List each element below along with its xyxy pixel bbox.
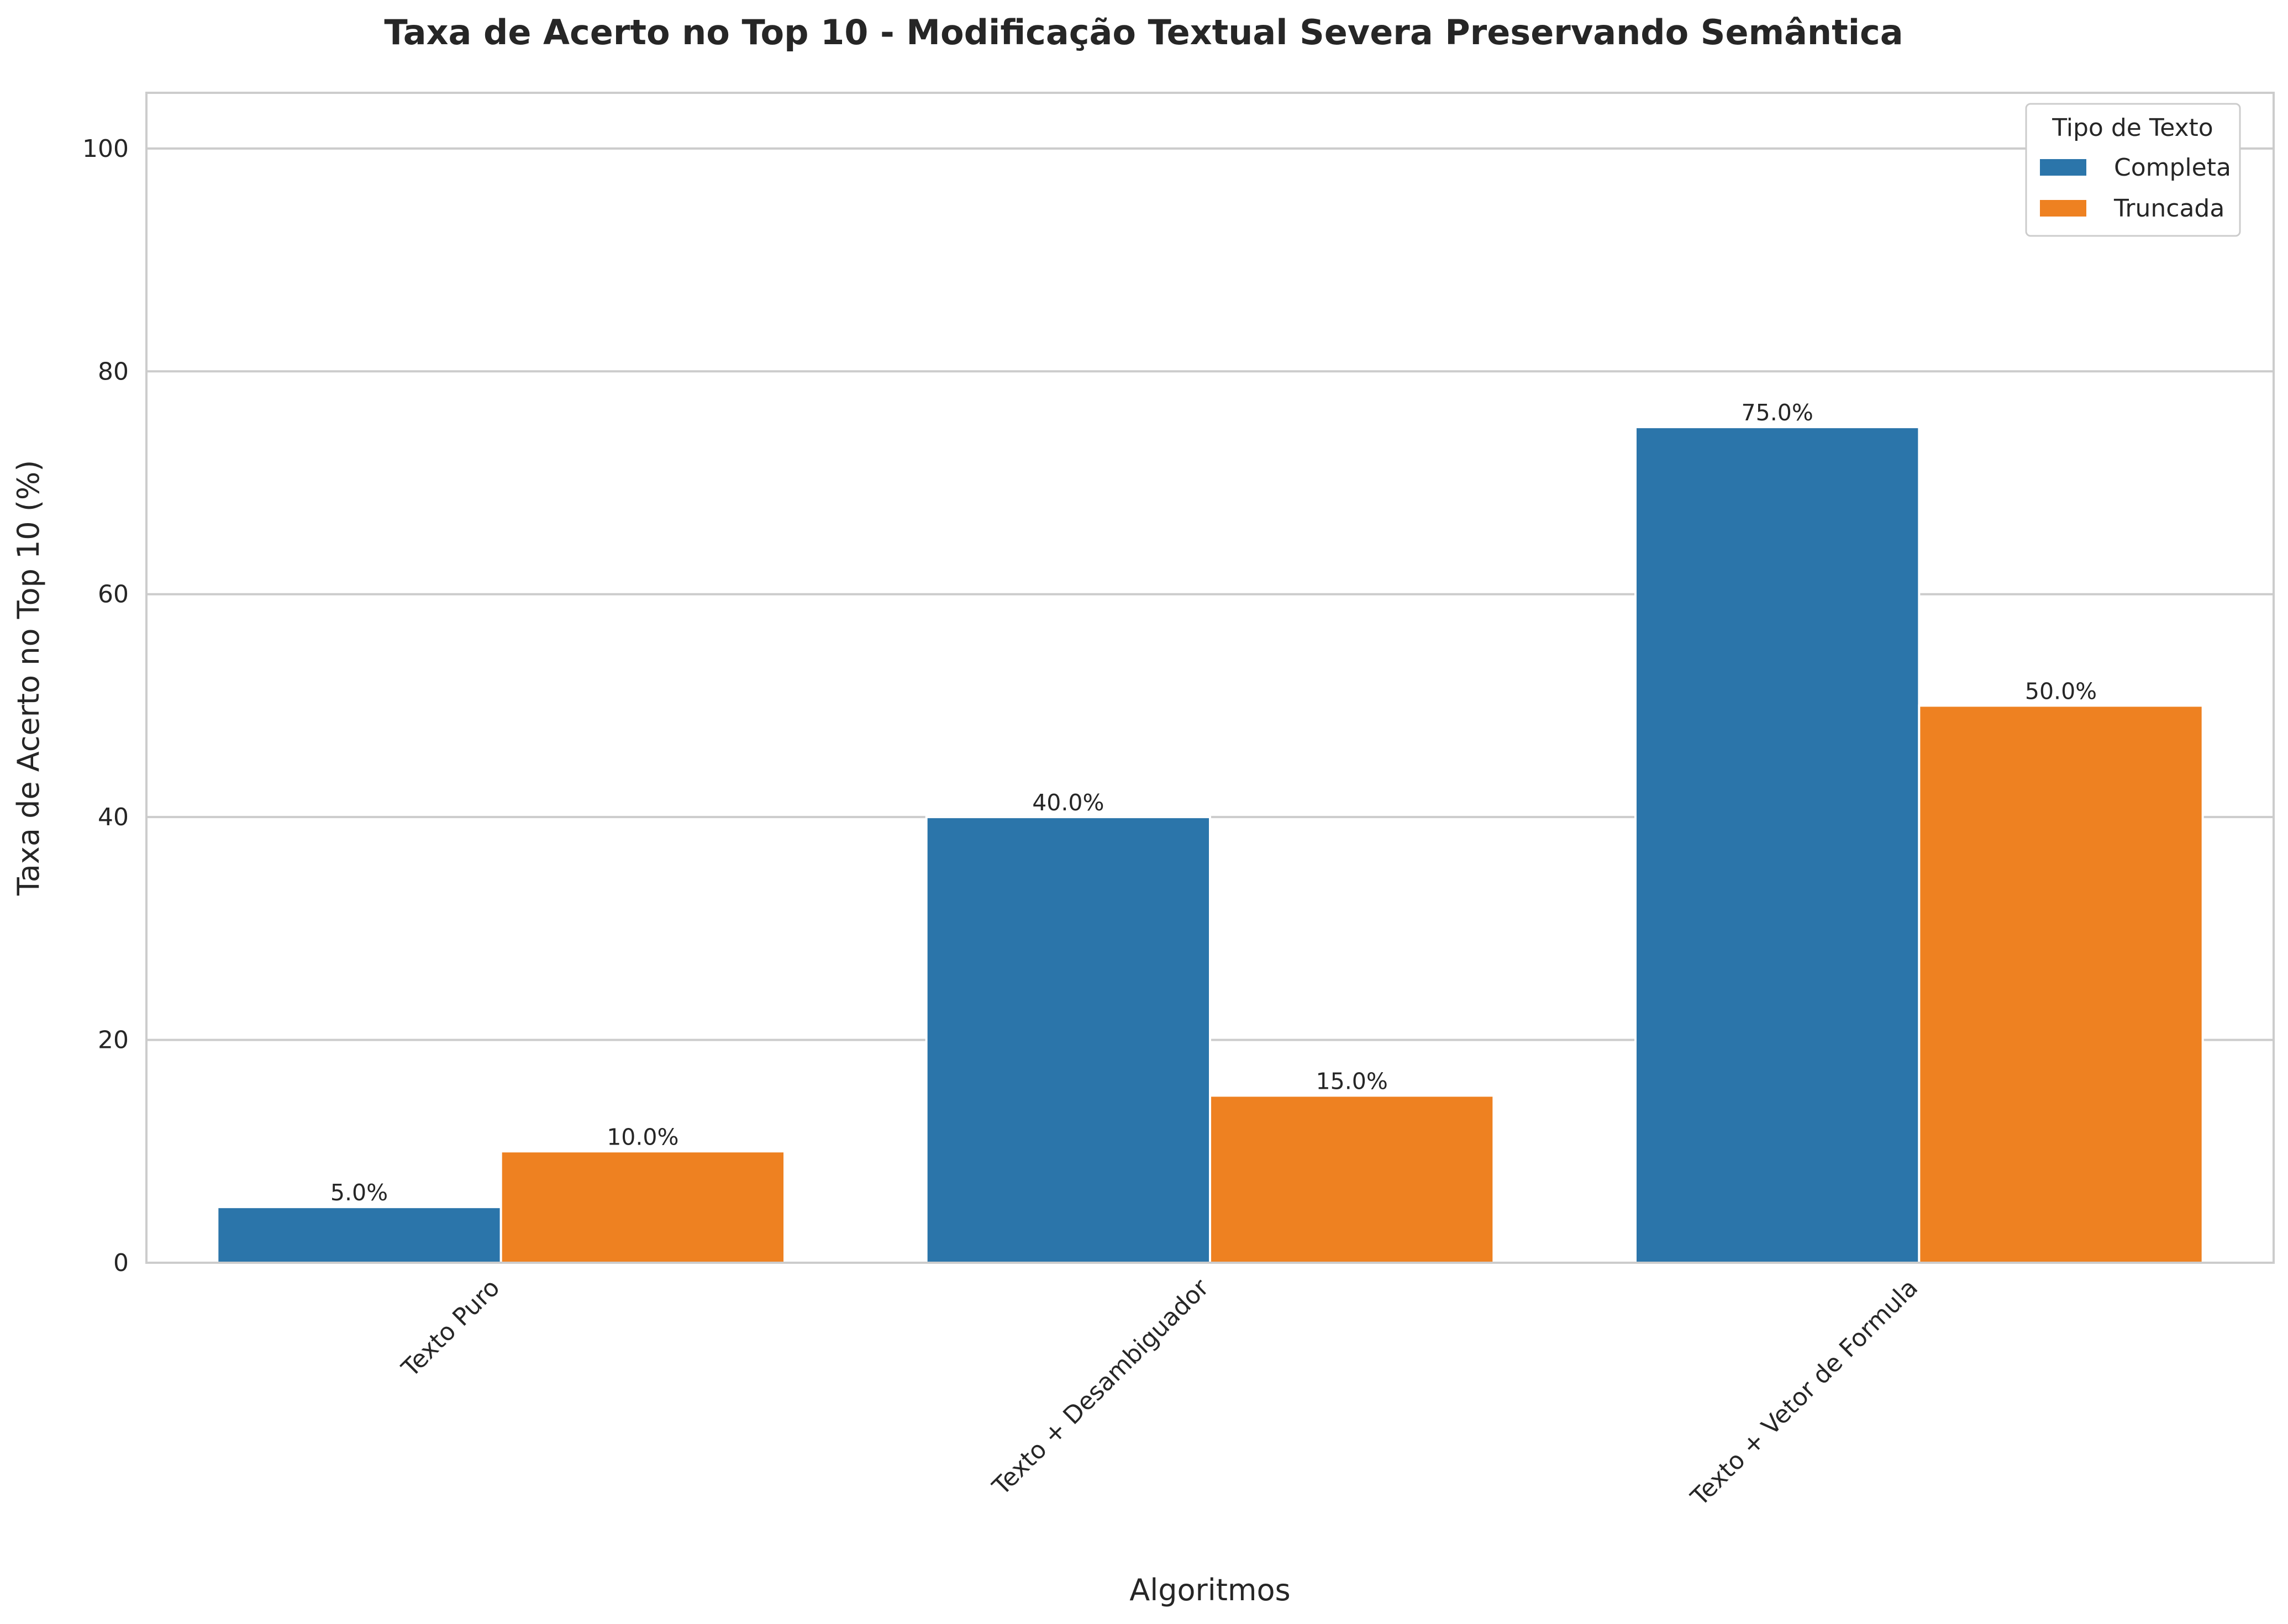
bar-value-label-truncada-texto-puro: 10.0%: [607, 1124, 678, 1150]
bar-truncada-texto-puro: [499, 1150, 786, 1264]
y-tick-100: 100: [82, 135, 129, 163]
y-axis-label: Taxa de Acerto no Top 10 (%): [11, 460, 46, 897]
bar-completa-texto-puro: [216, 1206, 502, 1264]
legend-label-completa: Completa: [2114, 154, 2231, 182]
legend-label-truncada: Truncada: [2113, 194, 2224, 223]
bar-completa-texto-vetor-de-formula: [1634, 426, 1921, 1264]
bar-truncada-texto-vetor-de-formula: [1918, 704, 2204, 1264]
bar-labels: 5.0% 40.0% 75.0% 10.0% 15.0% 50.0%: [330, 399, 2097, 1206]
plot-frame: [145, 92, 2275, 1264]
bar-completa-texto-desambiguador: [925, 816, 1211, 1264]
bar-value-label-truncada-texto-vetor-de-formula: 50.0%: [2025, 678, 2097, 704]
y-tick-60: 60: [98, 581, 129, 609]
bar-value-label-completa-texto-vetor-de-formula: 75.0%: [1742, 399, 1813, 426]
bars: [216, 426, 2204, 1264]
y-axis-ticks: 0 20 40 60 80 100: [82, 135, 129, 1277]
legend-swatch-completa: [2040, 159, 2086, 176]
bar-truncada-texto-desambiguador: [1209, 1094, 1495, 1264]
bar-value-label-completa-texto-puro: 5.0%: [330, 1179, 388, 1206]
bar-value-label-truncada-texto-desambiguador: 15.0%: [1316, 1068, 1388, 1094]
y-tick-40: 40: [98, 803, 129, 831]
x-axis-label: Algoritmos: [1129, 1573, 1290, 1607]
bar-value-label-completa-texto-desambiguador: 40.0%: [1032, 789, 1104, 816]
chart-title: Taxa de Acerto no Top 10 - Modificação T…: [384, 12, 1903, 52]
y-tick-0: 0: [113, 1249, 129, 1277]
legend: Tipo de Texto Completa Truncada: [2025, 103, 2241, 237]
legend-title: Tipo de Texto: [2052, 114, 2213, 142]
y-tick-20: 20: [98, 1026, 129, 1054]
legend-swatch-truncada: [2040, 200, 2086, 217]
y-tick-80: 80: [98, 357, 129, 386]
